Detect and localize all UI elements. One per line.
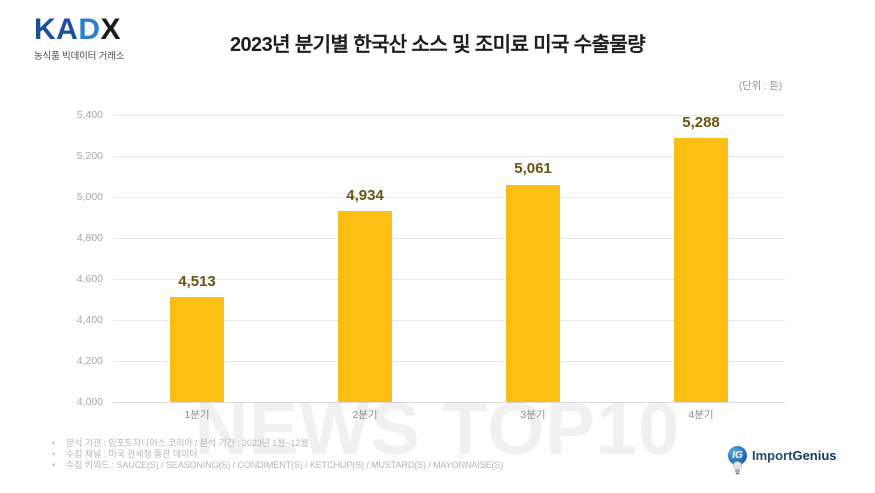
bullet-icon: • [52,460,56,470]
kadx-logo: KADX 농식품 빅데이터 거래소 [34,14,169,66]
y-axis-tick-label: 5,000 [76,191,103,203]
y-axis-tick-label: 4,200 [76,355,103,367]
plot-area: 5,400 5,200 5,000 4,800 4,600 4,400 4,200 4,000… [77,109,785,421]
kadx-letter-k: K [34,13,57,46]
bar-value-label: 4,513 [178,272,216,290]
x-axis-tick-label: 4분기 [688,409,714,421]
bar-value-label: 5,061 [514,160,552,178]
bullet-icon: • [52,438,56,448]
gridline [113,320,785,321]
bar[interactable] [170,296,224,402]
kadx-letter-a: A [56,13,79,46]
x-axis-tick-label: 1분기 [184,409,210,421]
y-axis-tick-label: 4,000 [76,396,103,408]
footnote-item: • 분석 기관 : 임포트지니어스 코리아 / 분석 기간 : 2023년 1월~… [52,438,712,449]
ig-name-second: Genius [792,448,837,463]
unit-label: (단위 : 톤) [738,80,782,92]
gridline [113,156,785,157]
bar[interactable] [338,210,392,402]
y-axis-tick-label: 4,800 [76,232,103,244]
gridline [113,115,785,116]
importgenius-name: ImportGenius [752,448,837,464]
y-axis-tick-label: 4,400 [76,314,103,326]
kadx-subtitle: 농식품 빅데이터 거래소 [34,51,125,62]
y-axis-tick-label: 4,600 [76,273,103,285]
x-axis-tick-label: 3분기 [520,409,546,421]
kadx-letter-x: X [100,13,122,46]
y-axis-tick-label: 5,400 [76,109,103,121]
footnote-text: 수집 키워드 : SAUCE(S) / SEASONING(S) / CONDI… [66,460,504,470]
kadx-wordmark: KADX [34,14,169,46]
gridline [113,238,785,239]
footnote-text: 수집 채널 : 미국 관세청 통관 데이터 [66,449,198,459]
bar-value-label: 4,934 [346,186,384,204]
bullet-icon: • [52,449,56,459]
footnotes: • 분석 기관 : 임포트지니어스 코리아 / 분석 기간 : 2023년 1월~… [52,438,712,471]
bar-value-label: 5,288 [682,113,720,131]
bar[interactable] [506,184,560,402]
footnote-text: 분석 기관 : 임포트지니어스 코리아 / 분석 기간 : 2023년 1월~1… [66,438,309,448]
gridline [113,197,785,198]
bar[interactable] [674,137,728,402]
gridline [113,279,785,280]
page-title: 2023년 분기별 한국산 소스 및 조미료 미국 수출물량 [230,34,646,56]
x-axis-tick-label: 2분기 [352,409,378,421]
footnote-item: • 수집 채널 : 미국 관세청 통관 데이터 [52,449,712,460]
ig-name-first: Import [752,448,793,463]
y-axis-tick-label: 5,200 [76,150,103,162]
importgenius-logo: IG ImportGenius [728,446,858,486]
footnote-item: • 수집 키워드 : SAUCE(S) / SEASONING(S) / COND… [52,460,712,471]
gridline [113,361,785,362]
ig-badge-icon: IG [728,446,747,465]
gridline [113,402,785,403]
kadx-letter-d: D [78,13,101,46]
lightbulb-icon [732,461,743,475]
